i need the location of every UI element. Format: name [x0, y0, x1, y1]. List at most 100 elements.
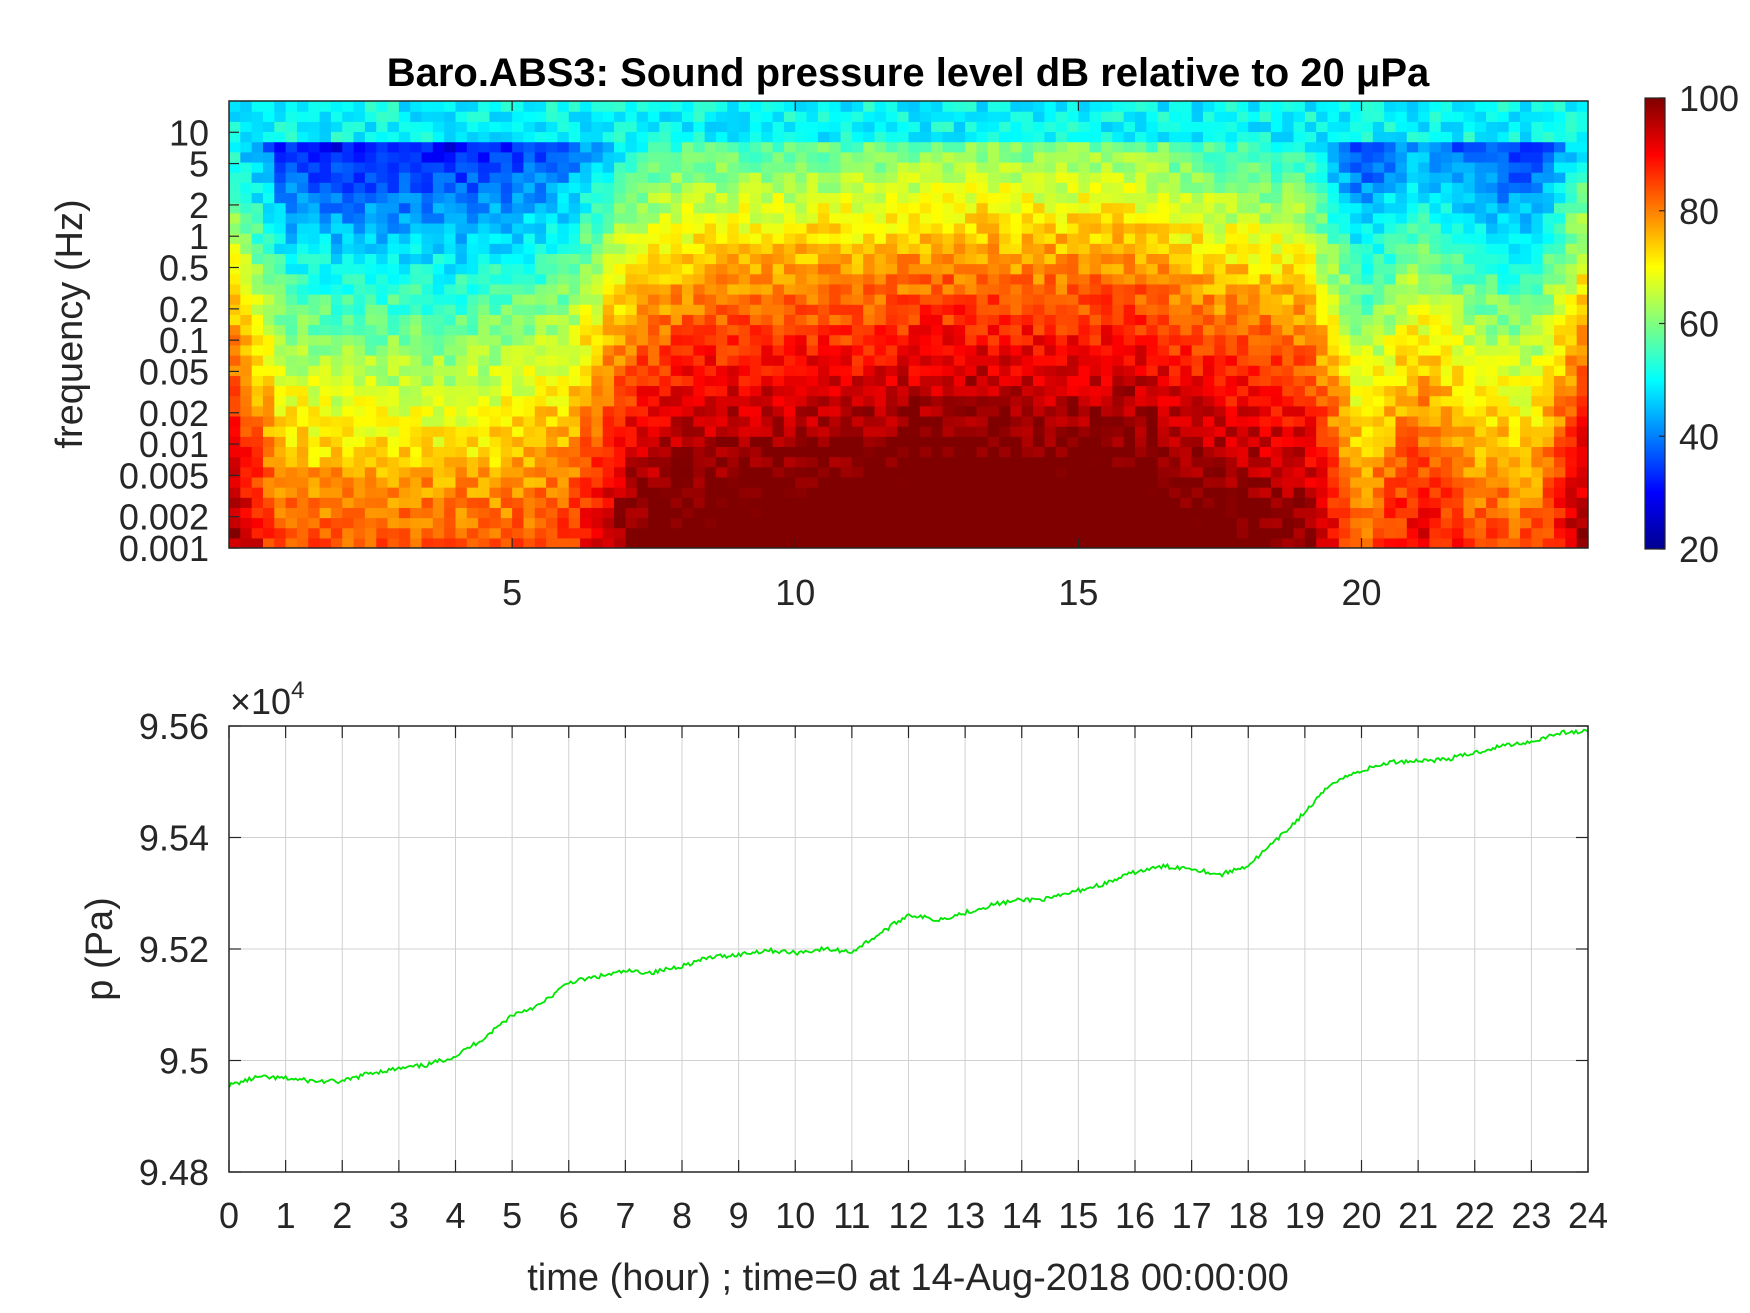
heatmap-cell [614, 334, 626, 346]
heatmap-cell [1112, 253, 1125, 265]
heatmap-cell [240, 273, 253, 285]
heatmap-cell [772, 334, 785, 346]
heatmap-cell [863, 527, 876, 539]
heatmap-cell [1474, 324, 1487, 336]
heatmap-cell [704, 365, 717, 376]
heatmap-cell [1418, 487, 1431, 498]
heatmap-cell [817, 385, 830, 397]
heatmap-cell [1168, 121, 1181, 133]
heatmap-cell [1395, 212, 1408, 224]
heatmap-cell [296, 182, 309, 194]
heatmap-cell [1350, 436, 1363, 448]
heatmap-cell [410, 324, 423, 336]
heatmap-cell [500, 243, 513, 254]
heatmap-cell [1372, 365, 1385, 376]
heatmap-cell [1225, 476, 1238, 488]
heatmap-cell [319, 334, 332, 346]
heatmap-cell [1044, 446, 1057, 458]
heatmap-cell [1248, 243, 1261, 254]
heatmap-cell [296, 405, 309, 417]
heatmap-cell [987, 354, 1000, 366]
heatmap-cell [602, 507, 615, 519]
heatmap-cell [1123, 466, 1136, 478]
heatmap-cell [1214, 283, 1227, 295]
heatmap-cell [319, 141, 332, 153]
heatmap-cell [602, 517, 615, 529]
heatmap-cell [931, 141, 944, 153]
heatmap-cell [1146, 233, 1159, 244]
heatmap-cell [1406, 314, 1419, 326]
heatmap-cell [274, 314, 287, 326]
heatmap-cell [1452, 182, 1465, 194]
heatmap-cell [353, 385, 366, 397]
heatmap-cell [285, 243, 298, 254]
heatmap-cell [1259, 172, 1272, 183]
heatmap-cell [817, 263, 830, 275]
heatmap-cell [659, 273, 672, 285]
heatmap-cell [1089, 365, 1102, 376]
heatmap-cell [330, 101, 343, 112]
heatmap-cell [806, 426, 819, 437]
heatmap-cell [693, 172, 706, 183]
heatmap-cell [342, 365, 355, 376]
heatmap-cell [1372, 202, 1385, 214]
heatmap-cell [240, 344, 253, 356]
heatmap-cell [308, 304, 321, 315]
heatmap-cell [1463, 385, 1476, 397]
heatmap-cell [1418, 243, 1431, 254]
heatmap-cell [602, 161, 615, 173]
heatmap-cell [1191, 253, 1204, 265]
heatmap-cell [1293, 456, 1306, 468]
heatmap-cell [1384, 304, 1397, 315]
heatmap-cell [568, 273, 581, 285]
heatmap-cell [965, 192, 978, 204]
heatmap-cell [364, 466, 377, 478]
heatmap-cell [1033, 497, 1045, 508]
heatmap-cell [534, 172, 547, 183]
heatmap-cell [1497, 141, 1510, 153]
heatmap-cell [1429, 192, 1442, 204]
heatmap-cell [296, 222, 309, 234]
heatmap-cell [999, 466, 1012, 478]
heatmap-cell [1282, 151, 1295, 163]
heatmap-cell [1282, 456, 1295, 468]
heatmap-cell [251, 375, 264, 387]
heatmap-cell [421, 243, 434, 254]
heatmap-cell [1350, 192, 1363, 204]
heatmap-cell [614, 314, 626, 326]
heatmap-cell [1463, 415, 1476, 427]
heatmap-cell [455, 466, 468, 478]
heatmap-cell [1225, 527, 1238, 539]
heatmap-cell [648, 385, 660, 397]
heatmap-cell [1055, 507, 1068, 519]
heatmap-cell [1406, 182, 1419, 194]
heatmap-cell [1304, 487, 1317, 498]
heatmap-cell [251, 121, 264, 133]
heatmap-cell [500, 466, 513, 478]
heatmap-cell [387, 182, 400, 194]
heatmap-cell [274, 121, 287, 133]
heatmap-cell [1010, 121, 1023, 133]
heatmap-cell [1486, 121, 1498, 133]
heatmap-cell [1395, 446, 1408, 458]
heatmap-cell [1021, 233, 1034, 244]
heatmap-cell [557, 324, 570, 336]
heatmap-cell [704, 487, 717, 498]
heatmap-cell [715, 131, 728, 143]
heatmap-cell [1146, 304, 1159, 315]
heatmap-cell [1021, 476, 1034, 488]
heatmap-cell [1293, 121, 1306, 133]
heatmap-cell [512, 161, 525, 173]
heatmap-cell [319, 426, 332, 437]
heatmap-cell [1101, 222, 1113, 234]
heatmap-cell [806, 294, 819, 305]
heatmap-cell [1372, 151, 1385, 163]
heatmap-cell [353, 476, 366, 488]
heatmap-cell [455, 476, 468, 488]
heatmap-cell [965, 476, 978, 488]
heatmap-cell [1123, 212, 1136, 224]
heatmap-cell [931, 487, 944, 498]
heatmap-cell [1010, 273, 1023, 285]
heatmap-cell [455, 375, 468, 387]
heatmap-cell [738, 395, 751, 407]
